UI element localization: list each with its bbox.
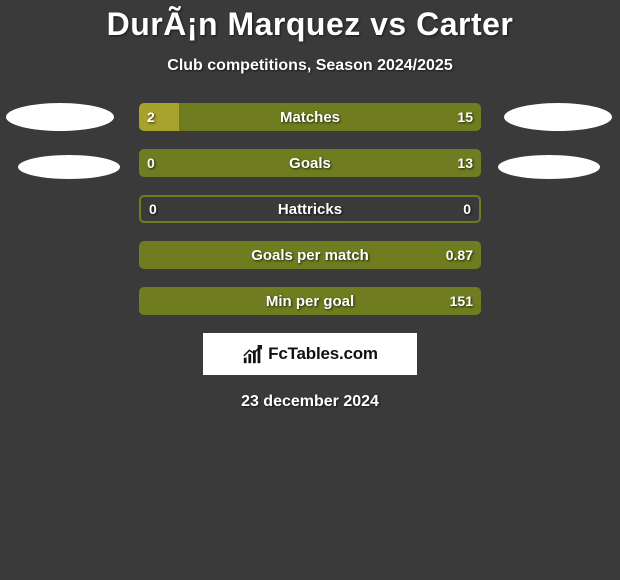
fctables-logo-box: FcTables.com xyxy=(203,333,417,375)
page-title: DurÃ¡n Marquez vs Carter xyxy=(0,6,620,43)
page-subtitle: Club competitions, Season 2024/2025 xyxy=(0,57,620,75)
stat-bars: 215Matches 013Goals 00Hattricks 0.87Goals p… xyxy=(139,103,481,315)
stat-row: 151Min per goal xyxy=(139,287,481,315)
stat-label: Hattricks xyxy=(141,197,479,221)
comparison-widget: DurÃ¡n Marquez vs Carter Club competitio… xyxy=(0,0,620,580)
stat-label: Min per goal xyxy=(139,287,481,315)
player-slot-mid-left xyxy=(18,155,120,179)
stat-row: 215Matches xyxy=(139,103,481,131)
player-slot-top-left xyxy=(6,103,114,131)
stat-label: Goals per match xyxy=(139,241,481,269)
stat-row: 013Goals xyxy=(139,149,481,177)
stat-label: Goals xyxy=(139,149,481,177)
stat-label: Matches xyxy=(139,103,481,131)
date-line: 23 december 2024 xyxy=(0,393,620,411)
player-slot-top-right xyxy=(504,103,612,131)
player-slot-mid-right xyxy=(498,155,600,179)
fctables-logo-text: FcTables.com xyxy=(268,344,378,364)
chart-area: 215Matches 013Goals 00Hattricks 0.87Goals p… xyxy=(0,103,620,411)
stat-row: 0.87Goals per match xyxy=(139,241,481,269)
stat-row: 00Hattricks xyxy=(139,195,481,223)
bar-chart-icon xyxy=(242,343,264,365)
fctables-logo: FcTables.com xyxy=(242,343,378,365)
